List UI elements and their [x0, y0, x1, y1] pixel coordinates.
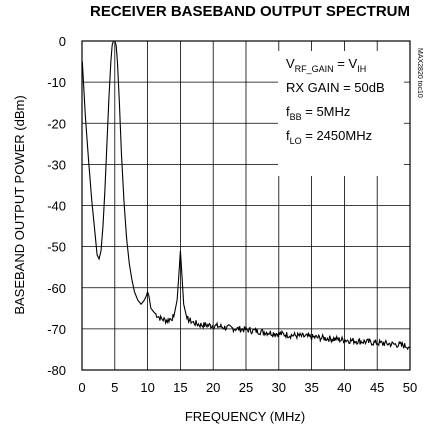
x-tick-labels: 0 5 10 15 20 25 30 35 40 45 50: [78, 380, 417, 395]
spectrum-trace: [81, 40, 411, 351]
x-tick-label: 30: [272, 380, 286, 395]
y-tick-label: -60: [47, 281, 66, 296]
y-axis-label: BASEBAND OUTPUT POWER (dBm): [12, 95, 27, 314]
x-axis-label: FREQUENCY (MHz): [185, 409, 305, 424]
y-tick-label: -70: [47, 322, 66, 337]
x-tick-label: 45: [370, 380, 384, 395]
plot-frame: [81, 40, 411, 371]
y-tick-label: -30: [47, 157, 66, 172]
y-tick-label: -80: [47, 363, 66, 378]
annotation-line: fBB = 5MHz: [286, 104, 350, 122]
y-tick-label: -50: [47, 240, 66, 255]
x-tick-label: 35: [304, 380, 318, 395]
annotation-box: VRF_GAIN = VIH RX GAIN = 50dB fBB = 5MHz fL…: [278, 51, 404, 176]
y-tick-labels: 0 -10 -20 -30 -40 -50 -60 -70 -80: [47, 34, 66, 378]
chart-title: RECEIVER BASEBAND OUTPUT SPECTRUM: [90, 3, 410, 20]
y-tick-label: 0: [59, 34, 66, 49]
x-tick-label: 15: [173, 380, 187, 395]
x-tick-label: 5: [111, 380, 118, 395]
x-tick-label: 50: [403, 380, 417, 395]
y-tick-label: -40: [47, 199, 66, 214]
annotation-line: RX GAIN = 50dB: [286, 80, 385, 95]
y-tick-label: -20: [47, 116, 66, 131]
annotation-background: [278, 51, 404, 176]
annotation-line: fLO = 2450MHz: [286, 128, 372, 146]
x-tick-label: 25: [239, 380, 253, 395]
x-tick-label: 0: [78, 380, 85, 395]
y-tick-label: -10: [47, 75, 66, 90]
x-tick-label: 40: [337, 380, 351, 395]
x-tick-label: 10: [140, 380, 154, 395]
x-tick-label: 20: [206, 380, 220, 395]
annotation-line: VRF_GAIN = VIH: [286, 56, 366, 74]
figure-id-label: MAX2820 toc10: [416, 48, 423, 98]
